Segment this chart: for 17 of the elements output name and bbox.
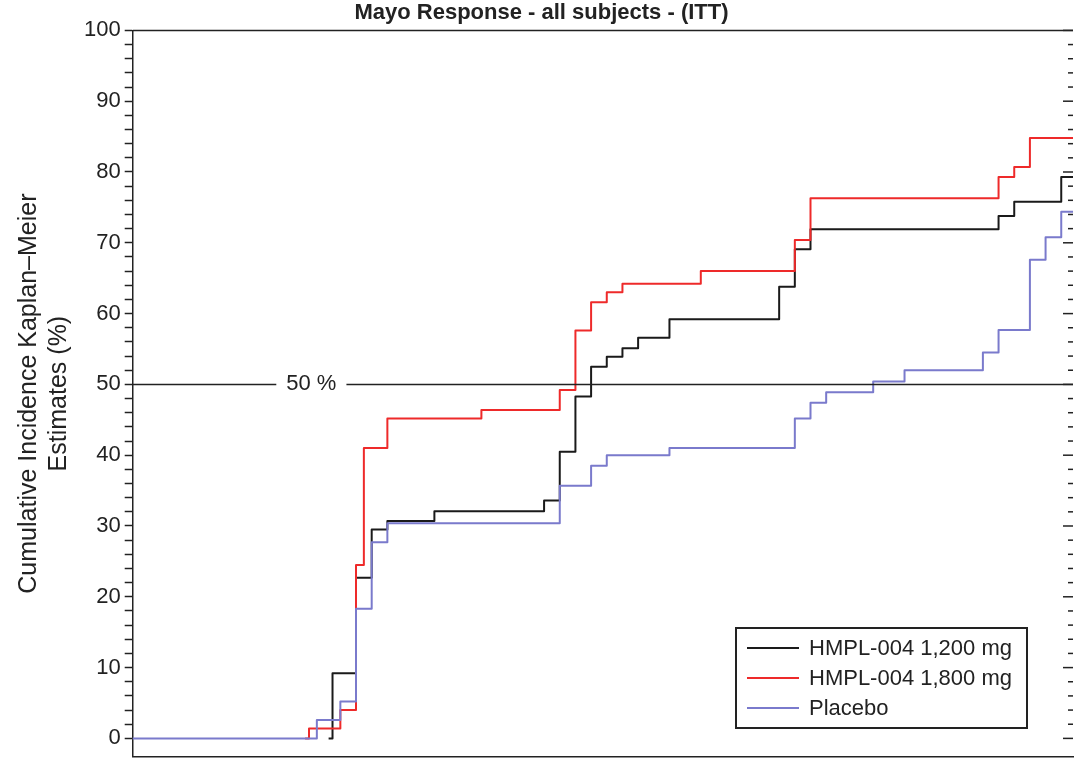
legend-label: Placebo bbox=[809, 694, 889, 721]
y-tick-label: 90 bbox=[96, 87, 121, 113]
ref-line-label: 50 % bbox=[286, 370, 337, 396]
chart-title: Mayo Response - all subjects - (ITT) bbox=[354, 0, 729, 25]
y-tick-label: 40 bbox=[96, 441, 121, 467]
y-tick-label: 60 bbox=[96, 299, 121, 325]
y-axis-title: Cumulative Incidence Kaplan–Meier Estimates (%) bbox=[12, 193, 71, 594]
y-tick-label: 20 bbox=[96, 582, 121, 608]
legend-label: HMPL-004 1,200 mg bbox=[809, 634, 1012, 661]
y-tick-label: 50 bbox=[96, 370, 121, 396]
y-tick-label: 0 bbox=[108, 724, 121, 750]
y-tick-label: 30 bbox=[96, 512, 121, 538]
legend-label: HMPL-004 1,800 mg bbox=[809, 664, 1012, 691]
y-tick-label: 10 bbox=[96, 653, 121, 679]
y-tick-label: 100 bbox=[83, 16, 121, 42]
y-tick-label: 80 bbox=[96, 158, 121, 184]
y-tick-label: 70 bbox=[96, 228, 121, 254]
